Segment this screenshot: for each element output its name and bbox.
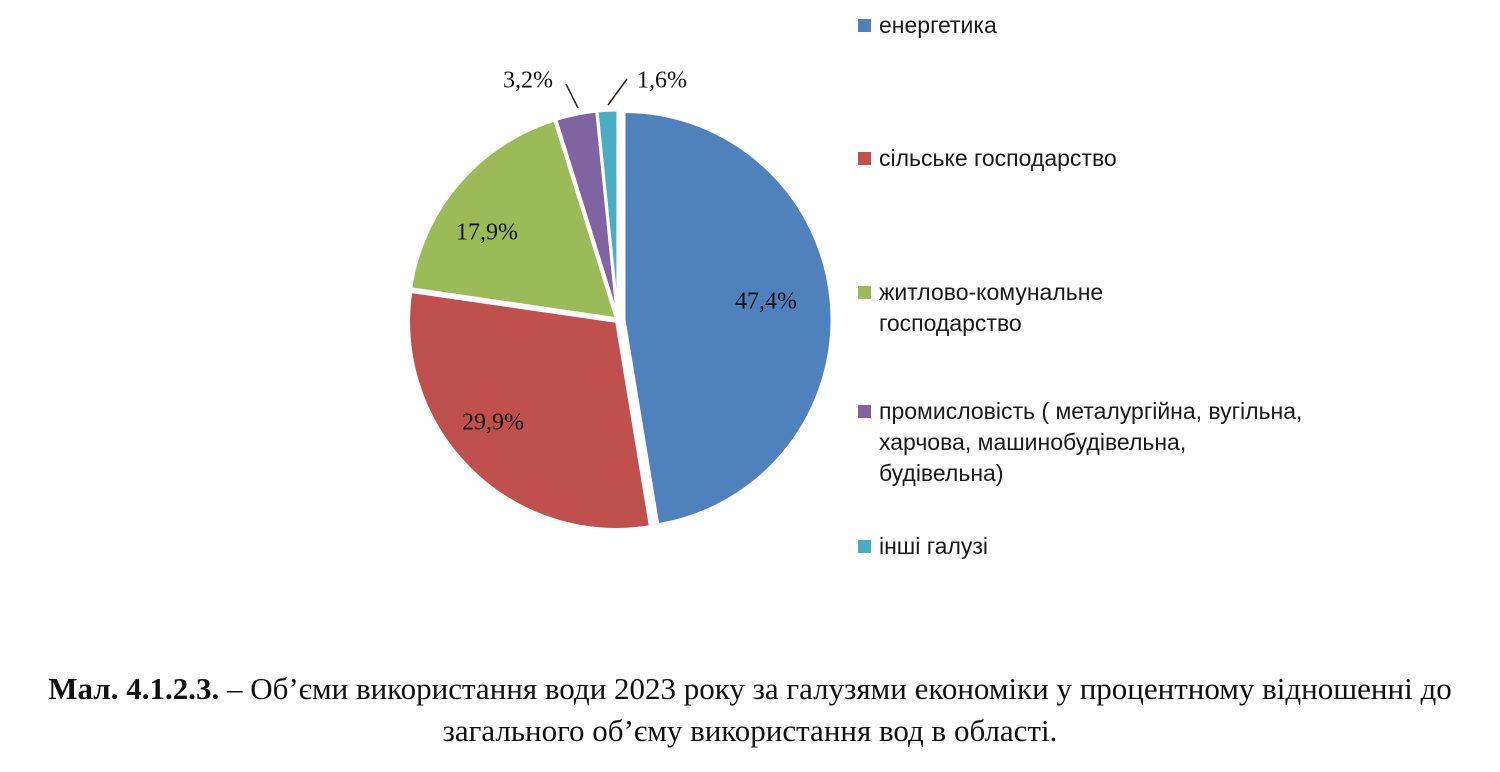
legend-item-other: інші галузі — [858, 531, 988, 562]
pie-chart: 47,4% 29,9% 17,9% 3,2% 1,6% — [407, 68, 834, 531]
chart-area: 47,4% 29,9% 17,9% 3,2% 1,6% енергетика сільс… — [407, 10, 1309, 562]
legend-label-other: інші галузі — [879, 533, 989, 559]
legend-label-agriculture: сільське господарство — [879, 145, 1117, 171]
legend-label-industry: промисловість ( металургійна, вугільна, … — [879, 398, 1303, 486]
legend-item-agriculture: сільське господарство — [858, 143, 1117, 174]
figure-caption: Мал. 4.1.2.3. – Об’єми використання води… — [0, 668, 1500, 752]
slice-label-housing: 17,9% — [456, 220, 518, 246]
caption-number: Мал. 4.1.2.3. — [48, 671, 220, 706]
legend-item-housing: житлово-комунальне господарство — [858, 277, 1179, 339]
legend-item-energy: енергетика — [858, 10, 997, 41]
legend-label-housing: житлово-комунальне господарство — [879, 279, 1104, 336]
legend-swatch-agriculture — [858, 152, 871, 165]
slice-label-energy: 47,4% — [735, 289, 797, 315]
leader-line-industry — [565, 83, 579, 109]
pie-slice-energy — [622, 110, 834, 527]
legend-swatch-housing — [858, 286, 871, 299]
legend-label-energy: енергетика — [879, 12, 997, 38]
caption-text: – Об’єми використання води 2023 року за … — [219, 671, 1452, 748]
slice-label-agriculture: 29,9% — [462, 410, 524, 436]
legend-swatch-industry — [858, 405, 871, 418]
legend-swatch-energy — [858, 19, 871, 32]
leader-line-other — [607, 78, 628, 106]
slice-label-other: 1,6% — [637, 68, 687, 94]
slice-label-industry: 3,2% — [503, 68, 553, 94]
pie-slice-housing — [408, 118, 619, 321]
legend-item-industry: промисловість ( металургійна, вугільна, … — [858, 396, 1309, 489]
pie-slice-other — [595, 108, 620, 319]
pie-slice-agriculture — [407, 289, 653, 531]
legend-swatch-other — [858, 540, 871, 553]
